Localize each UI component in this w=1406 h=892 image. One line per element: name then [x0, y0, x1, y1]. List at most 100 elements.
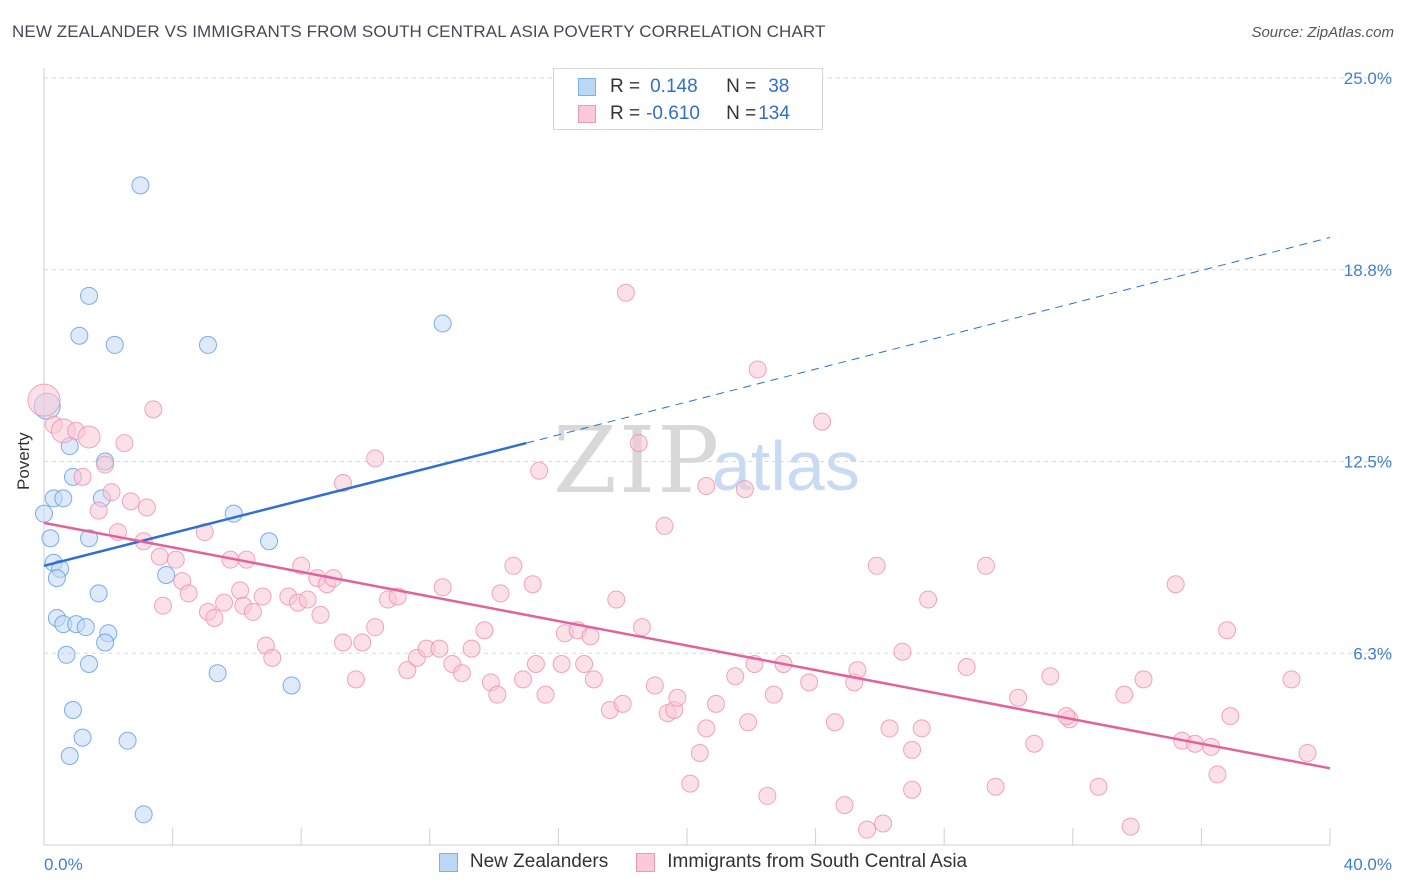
chart-title: NEW ZEALANDER VS IMMIGRANTS FROM SOUTH C… [12, 22, 826, 41]
legend-n-value: 38 [768, 76, 790, 97]
series-swatch-pink [636, 852, 656, 872]
south-central-asia-point [115, 434, 134, 453]
new-zealander-point [96, 633, 115, 652]
new-zealander-point [260, 532, 279, 551]
new-zealander-point [76, 618, 95, 637]
south-central-asia-point [366, 449, 385, 468]
new-zealander-point [433, 314, 452, 333]
legend-swatch-pink [578, 105, 596, 123]
south-central-asia-point [874, 814, 893, 833]
source-label: Source: ZipAtlas.com [1251, 24, 1394, 41]
south-central-asia-point [800, 673, 819, 692]
south-central-asia-point [433, 578, 452, 597]
new-zealander-point [80, 529, 99, 548]
south-central-asia-point [475, 621, 494, 640]
series-swatch-blue [438, 852, 458, 872]
south-central-asia-point [1009, 688, 1028, 707]
south-central-asia-point [89, 501, 108, 520]
south-central-asia-point [462, 639, 481, 658]
new-zealander-point [80, 286, 99, 305]
south-central-asia-point [581, 627, 600, 646]
south-central-asia-point [616, 283, 635, 302]
south-central-asia-point [735, 480, 754, 499]
new-zealander-point [41, 529, 60, 548]
south-central-asia-point [366, 618, 385, 637]
south-central-asia-point [491, 584, 510, 603]
south-central-asia-point [333, 473, 352, 492]
south-central-asia-point [893, 642, 912, 661]
south-central-asia-point [526, 654, 545, 673]
south-central-asia-point [858, 820, 877, 839]
south-central-asia-point [102, 483, 121, 502]
south-central-asia-point [144, 400, 163, 419]
new-zealander-point [63, 701, 82, 720]
south-central-asia-point [1025, 734, 1044, 753]
y-tick-label: 25.0% [1344, 69, 1392, 88]
south-central-asia-point [1298, 743, 1317, 762]
south-central-asia-point [575, 654, 594, 673]
south-central-asia-point [645, 676, 664, 695]
south-central-asia-point [73, 467, 92, 486]
south-central-asia-point [1121, 817, 1140, 836]
south-central-asia-point [655, 516, 674, 535]
series-legend-label: New Zealanders [469, 851, 609, 872]
south-central-asia-point [867, 556, 886, 575]
new-zealander-point [70, 326, 89, 345]
south-central-asia-point [764, 685, 783, 704]
south-central-asia-point [77, 425, 101, 449]
legend-r-label: R = [610, 76, 641, 97]
south-central-asia-point [986, 777, 1005, 796]
south-central-asia-point [121, 492, 140, 511]
south-central-asia-point [919, 590, 938, 609]
new-zealander-point [105, 335, 124, 354]
y-tick-label: 12.5% [1344, 453, 1392, 472]
south-central-asia-point [1218, 621, 1237, 640]
south-central-asia-point [452, 664, 471, 683]
south-central-asia-point [311, 605, 330, 624]
south-central-asia-point [697, 477, 716, 496]
south-central-asia-point [584, 670, 603, 689]
south-central-asia-point [880, 719, 899, 738]
new-zealander-point [89, 584, 108, 603]
south-central-asia-point [243, 602, 262, 621]
new-zealander-point [80, 654, 99, 673]
series-legend-label: Immigrants from South Central Asia [667, 851, 968, 872]
south-central-asia-point [215, 593, 234, 612]
watermark-zip: ZIP [553, 407, 721, 514]
new-zealander-point [282, 676, 301, 695]
south-central-asia-point [430, 639, 449, 658]
south-central-asia-point [536, 685, 555, 704]
y-tick-label: 6.3% [1353, 644, 1392, 663]
south-central-asia-point [629, 434, 648, 453]
south-central-asia-point [607, 590, 626, 609]
y-tick-label: 18.8% [1344, 261, 1392, 280]
watermark-atlas: atlas [712, 427, 860, 505]
new-zealander-point [131, 176, 150, 195]
x-tick-label: 40.0% [1344, 855, 1392, 874]
south-central-asia-point [758, 786, 777, 805]
series-legend-item-new-zealanders: New Zealanders [438, 851, 609, 873]
south-central-asia-point [1089, 777, 1108, 796]
legend-n-label: N = [726, 103, 757, 124]
new-zealander-point [208, 664, 227, 683]
south-central-asia-point [195, 523, 214, 542]
south-central-asia-point [668, 688, 687, 707]
south-central-asia-point [903, 780, 922, 799]
new-zealander-point [198, 335, 217, 354]
south-central-asia-point [957, 658, 976, 677]
new-zealander-point [54, 489, 73, 508]
south-central-asia-point [346, 670, 365, 689]
series-legend-item-south-central-asia: Immigrants from South Central Asia [636, 851, 967, 873]
new-zealander-point [157, 566, 176, 585]
south-central-asia-point [514, 670, 533, 689]
south-central-asia-point [353, 633, 372, 652]
south-central-asia-point [96, 455, 115, 474]
south-central-asia-point [825, 713, 844, 732]
south-central-asia-point [137, 498, 156, 517]
new-zealander-point [35, 504, 53, 523]
new-zealander-trendline [43, 441, 527, 568]
south-central-asia-point [530, 461, 549, 480]
south-central-asia-point [153, 596, 172, 615]
south-central-asia-point [333, 633, 352, 652]
